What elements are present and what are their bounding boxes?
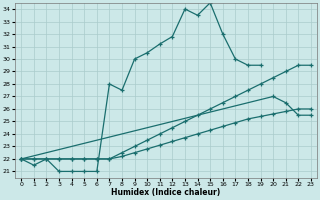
X-axis label: Humidex (Indice chaleur): Humidex (Indice chaleur) [111,188,221,197]
